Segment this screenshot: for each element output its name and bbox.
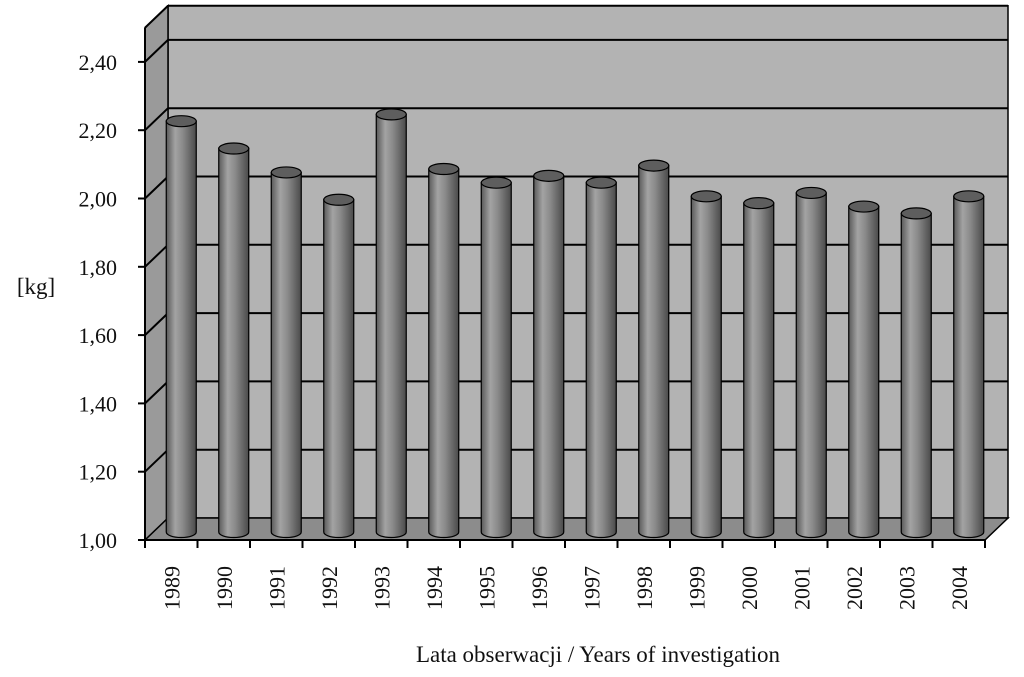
bar: [218, 142, 250, 539]
bar-top: [690, 190, 722, 203]
bar-body: [690, 195, 722, 539]
bar-top: [953, 190, 985, 203]
x-tick-label: 1991: [264, 566, 289, 610]
bar-body: [165, 120, 197, 539]
x-tick-label: 1994: [422, 566, 447, 610]
x-tick-label: 1995: [474, 566, 499, 610]
bar: [480, 176, 512, 539]
x-tick-label: 1996: [527, 566, 552, 610]
bar-top: [848, 200, 880, 213]
bar: [585, 176, 617, 539]
x-tick-label: 1997: [579, 566, 604, 610]
bar-body: [900, 212, 932, 539]
bar-body: [953, 195, 985, 539]
bar-body: [638, 164, 670, 539]
gridline-side: [144, 5, 169, 29]
bar: [795, 186, 827, 539]
gridline-side: [144, 244, 169, 268]
y-tick-label: 1,00: [79, 528, 118, 553]
bar-body: [375, 113, 407, 539]
x-axis-title: Lata obserwacji / Years of investigation: [416, 642, 781, 667]
x-tick-label: 1993: [369, 566, 394, 610]
bar-top: [638, 159, 670, 172]
y-tick-label: 2,00: [79, 187, 118, 212]
bar: [953, 190, 985, 539]
x-tick-label: 2003: [894, 566, 919, 610]
bar: [428, 162, 460, 539]
bar-body: [795, 192, 827, 539]
bar: [375, 108, 407, 539]
x-tick-label: 1989: [159, 566, 184, 610]
x-tick-label: 1990: [212, 566, 237, 610]
x-tick-label: 2001: [789, 566, 814, 610]
y-tick-label: 1,80: [79, 255, 118, 280]
bar-top: [795, 186, 827, 200]
gridline-side: [144, 39, 169, 63]
gridline-side: [144, 175, 169, 200]
bar-top: [428, 162, 460, 176]
y-tick-label: 1,20: [79, 460, 118, 485]
gridline-side: [144, 312, 169, 336]
bar-top: [323, 193, 355, 206]
x-tick-label: 1992: [317, 566, 342, 610]
x-tick-label: 2000: [737, 566, 762, 610]
bar: [690, 190, 722, 539]
bar: [900, 207, 932, 539]
bar: [848, 200, 880, 539]
bar-top: [270, 166, 302, 179]
gridline-side: [144, 380, 169, 405]
bar-body: [585, 182, 617, 539]
bars: [165, 108, 985, 539]
x-tick-label: 1999: [684, 566, 709, 610]
y-tick-label: 2,40: [79, 50, 118, 75]
bar: [270, 166, 302, 539]
tick-labels: 1,00 1,20 1,40 1,60 1,80 2,00 2,20 2,40 1989 1990…: [79, 50, 972, 610]
axes: [138, 27, 986, 548]
x-tick-label: 2002: [842, 566, 867, 610]
bar-body: [428, 168, 460, 539]
y-axis-title: [kg]: [17, 274, 55, 299]
y-tick-label: 2,20: [79, 118, 118, 143]
bar-body: [480, 182, 512, 539]
bar: [743, 197, 775, 539]
bar-body: [533, 175, 565, 539]
y-tick-label: 1,40: [79, 391, 118, 416]
bar-top: [218, 142, 250, 155]
gridline-side: [144, 448, 169, 473]
bar-top: [480, 176, 512, 189]
gridline-side: [144, 107, 169, 131]
y-tick-label: 1,60: [79, 323, 118, 348]
x-tick-label: 1998: [632, 566, 657, 610]
bar-top: [743, 197, 775, 210]
bar-top: [375, 108, 407, 121]
bar-body: [323, 199, 355, 539]
bar-body: [743, 202, 775, 539]
bar: [638, 159, 670, 539]
bar-top: [900, 207, 932, 220]
bar-top: [165, 115, 197, 128]
bar-body: [270, 171, 302, 539]
x-tick-label: 2004: [947, 566, 972, 610]
bar-top: [533, 169, 565, 182]
bar-body: [848, 205, 880, 539]
bar: [323, 193, 355, 539]
bar-top: [585, 176, 617, 189]
bar: [533, 169, 565, 539]
bar: [165, 115, 197, 539]
bar-body: [218, 147, 250, 539]
